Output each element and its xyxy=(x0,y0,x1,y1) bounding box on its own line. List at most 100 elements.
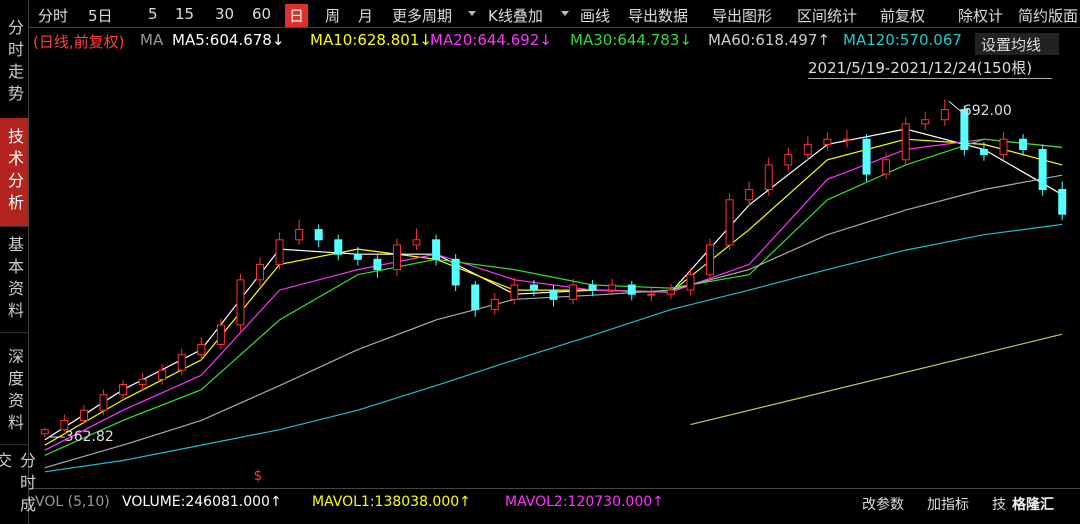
candle-body xyxy=(275,239,284,265)
toolbar-tab[interactable]: 月 xyxy=(358,7,374,25)
toolbar-tab[interactable]: K线叠加 xyxy=(488,7,543,25)
candle-body xyxy=(803,143,812,156)
dropdown-icon xyxy=(561,11,569,16)
candle-body xyxy=(119,384,128,396)
candle-body xyxy=(979,149,988,156)
toolbar-tab[interactable]: 30 xyxy=(215,5,235,23)
dividend-mark: $ xyxy=(254,468,263,484)
candle-body xyxy=(1019,138,1028,151)
ma-legend: MA60:618.497↑ xyxy=(708,31,830,49)
candle-body xyxy=(295,229,304,241)
volume-name: VOL (5,10) xyxy=(35,494,110,510)
date-range: 2021/5/19-2021/12/24(150根) xyxy=(808,59,1033,77)
toolbar-tab[interactable]: 导出数据 xyxy=(628,7,689,25)
high-arrow xyxy=(948,100,962,112)
candle-body xyxy=(764,164,773,191)
candle-body xyxy=(236,279,245,326)
candle-body xyxy=(686,274,695,291)
candle-body xyxy=(158,369,167,380)
sidebar-tab[interactable]: 分时走势 xyxy=(0,8,28,119)
candle-body xyxy=(392,244,401,271)
candle-body xyxy=(373,258,382,271)
ma-line xyxy=(44,223,1063,473)
toolbar-tab[interactable]: 15 xyxy=(175,5,195,23)
candle-body xyxy=(940,108,949,121)
candle-body xyxy=(647,293,656,296)
candle-body xyxy=(451,258,460,286)
volume-legend: MAVOL2:120730.000↑ xyxy=(505,494,664,510)
candle-body xyxy=(99,394,108,411)
candle-body xyxy=(608,284,617,291)
candle-body xyxy=(745,189,754,201)
candle-body xyxy=(138,378,147,386)
toolbar-tab[interactable]: 5日 xyxy=(88,7,113,25)
ma-legend: MA120:570.067 xyxy=(843,31,962,49)
volume-button[interactable]: 加指标 xyxy=(927,497,969,513)
candle-body xyxy=(1038,149,1047,191)
candle-body xyxy=(725,199,734,246)
candle-body xyxy=(1058,189,1067,215)
candle-body xyxy=(666,289,675,295)
candle-body xyxy=(862,138,871,175)
candle-body xyxy=(706,244,715,276)
ma-legend: MA20:644.692↓ xyxy=(430,31,552,49)
sidebar-tab[interactable]: 基本资料 xyxy=(0,228,28,333)
candle-body xyxy=(256,263,265,281)
candle-body xyxy=(882,159,891,175)
toolbar-tab[interactable]: 分时 xyxy=(38,7,69,25)
high-label: 692.00 xyxy=(963,103,1012,119)
candle-body xyxy=(490,298,499,311)
candle-body xyxy=(334,239,343,255)
toolbar-tab[interactable]: 区间统计 xyxy=(797,7,858,25)
candle-body xyxy=(432,239,441,260)
toolbar-tab[interactable]: 日 xyxy=(285,4,309,27)
candle-body xyxy=(842,138,851,141)
candle-body xyxy=(823,138,832,145)
ma-line xyxy=(44,138,1063,456)
long-ma-line xyxy=(690,333,1063,426)
candle-body xyxy=(999,138,1008,156)
toolbar-tab[interactable]: 更多周期 xyxy=(392,7,453,25)
sidebar-tab[interactable]: 技术分析 xyxy=(0,118,28,227)
candle-body xyxy=(510,284,519,300)
toolbar-tab[interactable]: 导出图形 xyxy=(712,7,773,25)
toolbar-tab[interactable]: 前复权 xyxy=(880,7,926,25)
candle-body xyxy=(549,289,558,300)
toolbar-tab[interactable]: 简约版面 xyxy=(1018,7,1079,25)
sidebar-tab[interactable]: 分时成交 xyxy=(0,452,36,524)
candle-body xyxy=(216,324,225,345)
candle-body xyxy=(921,119,930,125)
ma-legend: MA5:604.678↓ xyxy=(172,31,285,49)
volume-legend: MAVOL1:138038.000↑ xyxy=(312,494,471,510)
toolbar-tab[interactable]: 画线 xyxy=(580,7,611,25)
toolbar-tab[interactable]: 除权计 xyxy=(958,7,1004,25)
candle-body xyxy=(177,354,186,371)
ma-legend: MA30:644.783↓ xyxy=(570,31,692,49)
toolbar-tab[interactable]: 5 xyxy=(148,5,158,23)
candle-body xyxy=(353,253,362,260)
candle-body xyxy=(588,284,597,291)
candle-body xyxy=(960,108,969,151)
candle-body xyxy=(40,429,49,435)
candle-body xyxy=(412,239,421,246)
candle-body xyxy=(197,344,206,356)
volume-button[interactable]: 技 xyxy=(992,497,1006,513)
volume-button[interactable]: 改参数 xyxy=(862,497,904,513)
candle-body xyxy=(627,284,636,295)
candle-body xyxy=(569,284,578,300)
period-label: (日线,前复权) xyxy=(33,33,125,51)
setting-box[interactable] xyxy=(975,33,1059,55)
candle-body xyxy=(471,284,480,311)
setting-button[interactable]: 设置均线 xyxy=(981,36,1042,54)
candle-body xyxy=(901,123,910,161)
ma-label: MA xyxy=(140,31,164,49)
candle-body xyxy=(314,229,323,241)
sidebar-tab[interactable]: 深度资料 xyxy=(0,340,28,445)
toolbar-tab[interactable]: 60 xyxy=(252,5,272,23)
toolbar-tab[interactable]: 周 xyxy=(325,7,341,25)
candle-body xyxy=(529,284,538,291)
volume-legend: VOLUME:246081.000↑ xyxy=(122,494,282,510)
candle-body xyxy=(60,419,69,431)
